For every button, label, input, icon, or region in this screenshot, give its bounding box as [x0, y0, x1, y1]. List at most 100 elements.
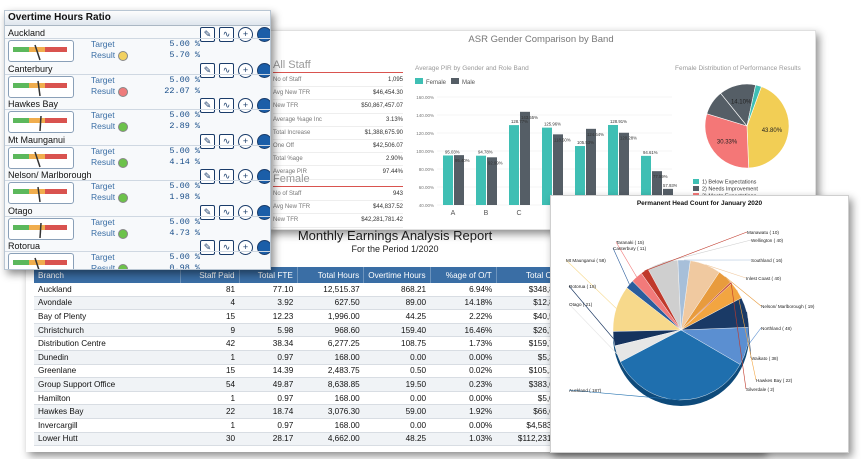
bar-female — [443, 155, 453, 205]
column-header[interactable]: Staff Paid — [180, 267, 240, 283]
globe-icon[interactable] — [257, 27, 270, 42]
result-value: 4.73 % — [169, 227, 200, 238]
table-cell: 1.73% — [430, 336, 497, 351]
chart-icon[interactable]: ∿ — [219, 27, 234, 42]
table-cell: 8,638.85 — [297, 377, 364, 392]
stat-value: 3.13% — [385, 116, 403, 123]
edit-icon[interactable]: ✎ — [200, 27, 215, 42]
column-header[interactable]: Total Hours — [297, 267, 365, 283]
pie-label: 43.80% — [762, 128, 783, 134]
edit-icon[interactable]: ✎ — [200, 98, 215, 113]
stat-label: No of Staff — [273, 191, 302, 197]
table-cell: 1 — [180, 418, 240, 433]
edit-icon[interactable]: ✎ — [200, 169, 215, 184]
legend-swatch-male — [451, 78, 459, 84]
globe-icon[interactable] — [257, 240, 270, 255]
chart-icon[interactable]: ∿ — [219, 133, 234, 149]
table-cell: 1,996.00 — [297, 309, 364, 324]
add-icon[interactable]: + — [238, 169, 253, 184]
table-cell: 1 — [180, 391, 240, 406]
add-icon[interactable]: + — [238, 27, 253, 42]
add-icon[interactable]: + — [238, 240, 253, 255]
chart-icon[interactable]: ∿ — [219, 62, 234, 78]
add-icon[interactable]: + — [238, 62, 253, 78]
table-cell: 2,483.75 — [297, 364, 364, 379]
pie-label: Taranaki ( 15) — [616, 240, 645, 245]
bar-female — [509, 125, 519, 205]
table-cell: $12,856 — [496, 296, 567, 311]
region-row[interactable]: Otago ✎ ∿ + Target Result 5.00 % 4.73 % — [5, 204, 270, 240]
globe-icon[interactable] — [257, 98, 270, 113]
edit-icon[interactable]: ✎ — [200, 62, 215, 78]
table-cell: 0.00% — [430, 391, 497, 406]
table-cell: 0.00 — [363, 418, 431, 433]
add-icon[interactable]: + — [238, 204, 253, 220]
chart-icon[interactable]: ∿ — [219, 169, 234, 184]
data-label-male: 120.28% — [620, 136, 637, 141]
globe-icon[interactable] — [257, 62, 270, 78]
globe-icon[interactable] — [257, 133, 270, 149]
table-cell: 18.74 — [239, 404, 298, 419]
pir-chart-title: Average PIR by Gender and Role Band — [415, 65, 529, 72]
result-label: Result — [91, 121, 116, 131]
legend-label: 1) Below Expectations — [702, 180, 757, 186]
asr-title: ASR Gender Comparison by Band — [468, 34, 614, 45]
stat-row: Total %age 2.90% — [273, 153, 403, 167]
divider — [5, 109, 270, 110]
y-tick-label: 100.00% — [416, 149, 434, 154]
stat-value: 943 — [392, 191, 403, 197]
table-cell: 1.03% — [430, 432, 497, 447]
column-header[interactable]: Overtime Hours — [363, 267, 431, 283]
leader-line — [568, 303, 618, 355]
legend-swatch — [693, 179, 699, 184]
perf-chart-title: Female Distribution of Performance Resul… — [675, 65, 801, 72]
region-row[interactable]: Mt Maunganui ✎ ∿ + Target Result 5.00 % 4.… — [5, 133, 270, 169]
column-header[interactable]: %age of O/T — [430, 267, 497, 283]
region-row[interactable]: Auckland ✎ ∿ + Target Result 5.00 % 5.70 % — [5, 27, 270, 62]
column-header[interactable]: Total Cost — [496, 267, 568, 283]
edit-icon[interactable]: ✎ — [200, 240, 215, 255]
legend-swatch — [693, 186, 699, 191]
pie-label: Waikato ( 38) — [751, 356, 779, 361]
bar-female — [575, 146, 585, 205]
add-icon[interactable]: + — [238, 133, 253, 149]
edit-icon[interactable]: ✎ — [200, 204, 215, 220]
stat-value: 2.90% — [385, 156, 403, 163]
chart-icon[interactable]: ∿ — [219, 204, 234, 220]
region-row[interactable]: Hawkes Bay ✎ ∿ + Target Result 5.00 % 2.89… — [5, 98, 270, 133]
table-cell: 168.00 — [297, 391, 364, 406]
add-icon[interactable]: + — [238, 98, 253, 113]
region-row[interactable]: Rotorua ✎ ∿ + Target Result 5.00 % 0.98 % — [5, 240, 270, 269]
column-header[interactable]: Branch — [34, 267, 182, 283]
target-value: 5.00 % — [169, 252, 200, 262]
target-value: 5.00 % — [169, 181, 200, 191]
table-cell: Avondale — [34, 296, 181, 311]
region-row[interactable]: Canterbury ✎ ∿ + Target Result 5.00 % 22.0… — [5, 62, 270, 98]
table-cell: 0.00% — [430, 350, 497, 365]
bar-female — [608, 124, 618, 205]
data-label-female: 95.03% — [445, 149, 460, 154]
edit-icon[interactable]: ✎ — [200, 133, 215, 149]
region-toolbar: ✎ ∿ + — [200, 98, 270, 113]
globe-icon[interactable] — [257, 204, 270, 220]
earnings-title: Monthly Earnings Analysis Report — [297, 228, 493, 243]
chart-icon[interactable]: ∿ — [219, 98, 234, 113]
target-value: 5.00 % — [169, 39, 200, 49]
region-row[interactable]: Nelson/ Marlborough ✎ ∿ + Target Result 5.… — [5, 169, 270, 204]
headcount-panel: Permanent Head Count for January 2020 Au… — [550, 195, 849, 453]
table-cell: 15 — [180, 309, 240, 324]
divider — [5, 251, 270, 252]
table-cell: 168.00 — [297, 350, 364, 365]
table-cell: 0.00 — [363, 350, 431, 365]
table-cell: Group Support Office — [34, 377, 181, 392]
table-cell: 89.00 — [363, 296, 431, 311]
table-cell: 2.22% — [430, 309, 497, 324]
table-cell: $40,542 — [496, 309, 567, 324]
table-cell: 0.97 — [239, 418, 298, 433]
column-header[interactable]: Total FTE — [239, 267, 298, 283]
chart-icon[interactable]: ∿ — [219, 240, 234, 255]
globe-icon[interactable] — [257, 169, 270, 184]
stat-label: No of Staff — [273, 77, 302, 83]
region-name: Rotorua — [8, 241, 41, 251]
stat-row: Avg New TFR $46,454.30 — [273, 87, 403, 101]
